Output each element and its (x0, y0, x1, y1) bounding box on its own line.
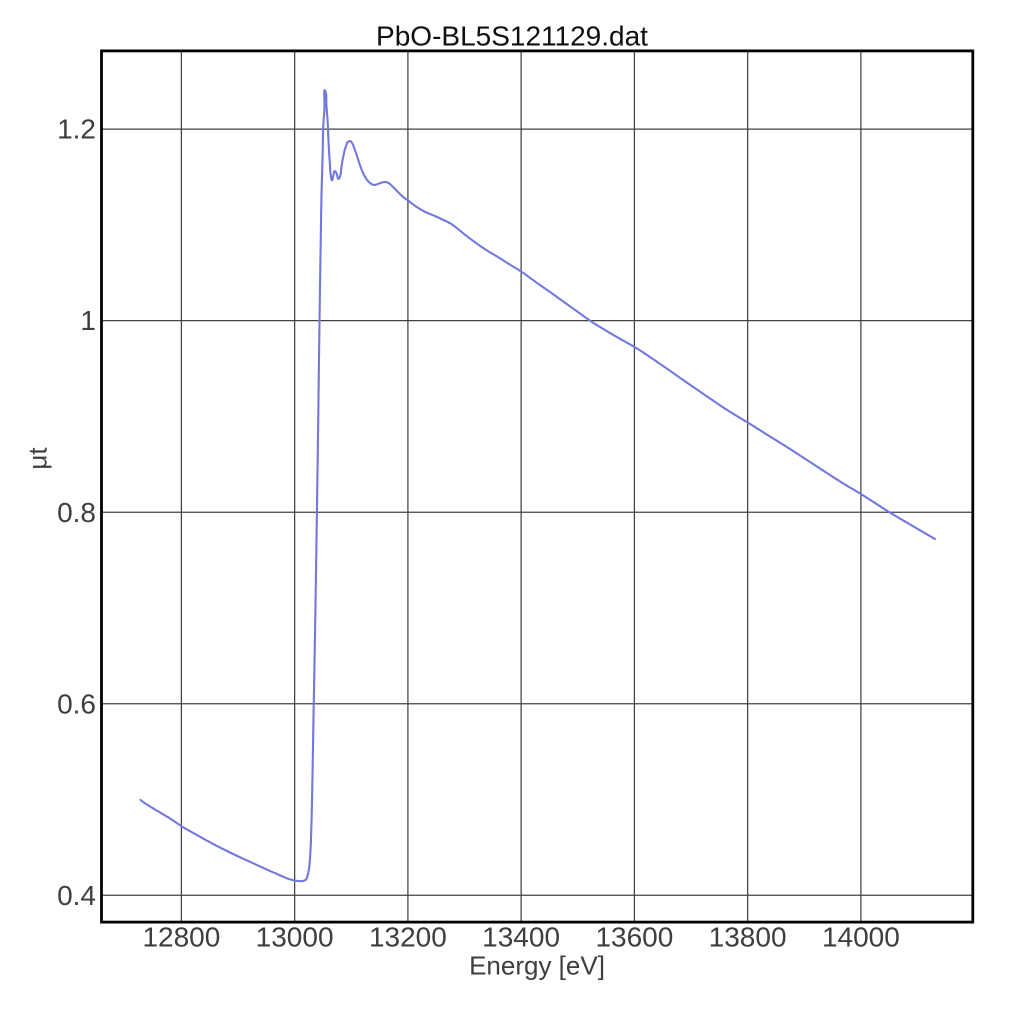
svg-text:13000: 13000 (256, 921, 334, 952)
svg-text:0.4: 0.4 (57, 880, 96, 911)
svg-text:Energy [eV]: Energy [eV] (469, 951, 605, 981)
svg-text:1.2: 1.2 (57, 114, 96, 145)
svg-text:13600: 13600 (595, 921, 673, 952)
svg-text:1: 1 (80, 305, 96, 336)
svg-text:12800: 12800 (142, 921, 220, 952)
svg-text:13400: 13400 (482, 921, 560, 952)
svg-text:13800: 13800 (709, 921, 787, 952)
svg-text:PbO-BL5S121129.dat: PbO-BL5S121129.dat (376, 21, 648, 52)
svg-text:13200: 13200 (369, 921, 447, 952)
svg-text:0.6: 0.6 (57, 688, 96, 719)
svg-text:0.8: 0.8 (57, 497, 96, 528)
svg-text:14000: 14000 (822, 921, 900, 952)
svg-text:μt: μt (23, 447, 53, 470)
